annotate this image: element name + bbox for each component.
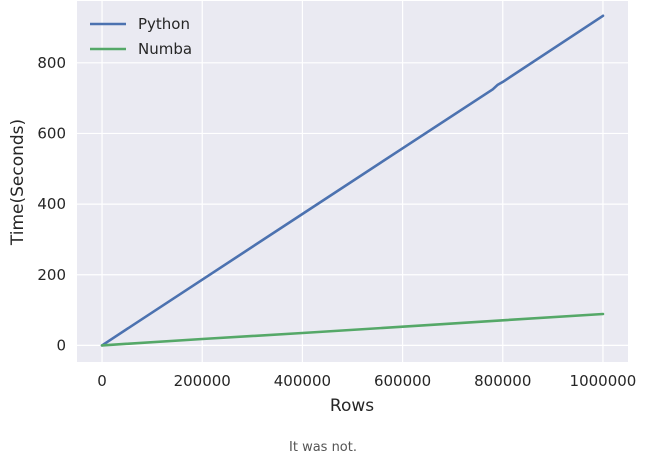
legend-label: Numba bbox=[138, 40, 192, 58]
x-tick-label: 600000 bbox=[374, 372, 431, 390]
legend: Python Numba bbox=[90, 15, 192, 58]
caption: It was not. bbox=[289, 440, 357, 455]
y-tick-label: 600 bbox=[37, 124, 66, 142]
y-tick-label: 800 bbox=[37, 54, 66, 72]
x-tick-label: 0 bbox=[97, 372, 107, 390]
series-line-python bbox=[100, 14, 605, 347]
x-tick-label: 400000 bbox=[274, 372, 331, 390]
y-tick-label: 0 bbox=[56, 336, 66, 354]
x-tick-label: 800000 bbox=[474, 372, 531, 390]
series-lines bbox=[100, 14, 605, 347]
grid-lines bbox=[77, 1, 628, 362]
x-axis-label: Rows bbox=[330, 396, 374, 416]
y-tick-labels: 0 200 400 600 800 bbox=[37, 54, 66, 355]
y-axis-label: Time(Seconds) bbox=[8, 119, 28, 246]
y-tick-label: 200 bbox=[37, 266, 66, 284]
x-tick-label: 200000 bbox=[174, 372, 231, 390]
x-tick-labels: 0 200000 400000 600000 800000 1000000 bbox=[97, 372, 636, 390]
line-chart: 0 200000 400000 600000 800000 1000000 0 200 400… bbox=[8, 1, 636, 416]
series-line-numba bbox=[100, 312, 605, 347]
y-tick-label: 400 bbox=[37, 195, 66, 213]
legend-label: Python bbox=[138, 15, 190, 33]
x-tick-label: 1000000 bbox=[570, 372, 637, 390]
